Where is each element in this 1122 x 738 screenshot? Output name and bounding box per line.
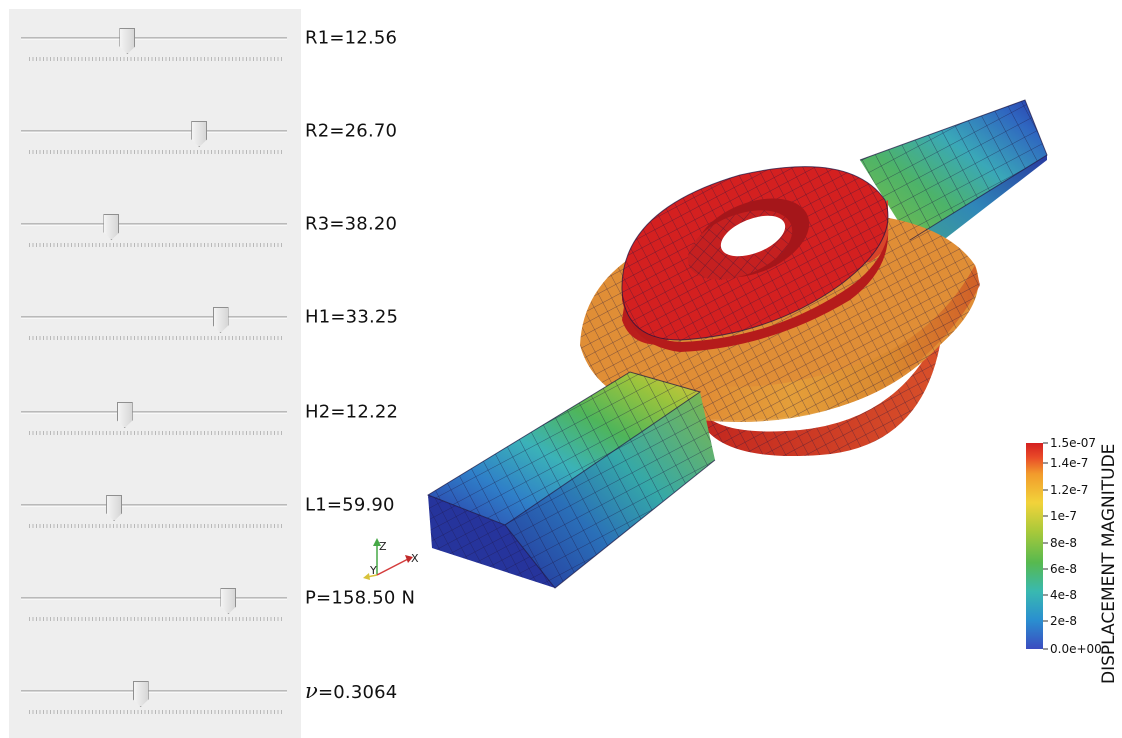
y-arrow-icon [363,573,370,580]
nu-value: =0.3064 [317,682,398,703]
slider-track[interactable] [21,597,287,600]
slider-label-h1: H1=33.25 [305,306,399,328]
bottom-ring [700,330,940,456]
slider-ticks [29,431,283,435]
slider-thumb[interactable] [119,28,136,54]
slider-thumb[interactable] [212,307,229,333]
orientation-axes: Z X Y [363,538,419,580]
slider-track[interactable] [21,411,287,414]
slider-ticks [29,524,283,528]
slider-l1[interactable]: L1=59.90 [0,479,420,528]
colorbar-title: DISPLACEMENT MAGNITUDE [1099,443,1119,684]
slider-label-r3: R3=38.20 [305,213,398,235]
slider-label-nu: ν=0.3064 [305,679,397,703]
x-axis [376,557,411,576]
colorbar-tick-label: 4e-8 [1050,588,1077,602]
colorbar-tick-label: 1.5e-07 [1050,436,1097,450]
slider-label-h2: H2=12.22 [305,401,399,423]
slider-r1[interactable]: R1=12.56 [0,12,420,61]
colorbar-gradient [1026,443,1043,649]
slider-ticks [29,57,283,61]
colorbar-tick-label: 1.4e-7 [1050,456,1089,470]
slider-r2[interactable]: R2=26.70 [0,105,420,154]
slider-thumb[interactable] [132,681,149,707]
slider-thumb[interactable] [191,121,208,147]
slider-thumb[interactable] [116,402,133,428]
colorbar-tick-label: 6e-8 [1050,562,1077,576]
slider-r3[interactable]: R3=38.20 [0,198,420,247]
colorbar-tick-label: 0.0e+00 [1050,642,1102,656]
nu-symbol: ν [305,679,318,703]
x-axis-label: X [411,552,419,565]
slider-thumb[interactable] [103,214,120,240]
slider-ticks [29,336,283,340]
slider-track[interactable] [21,316,287,319]
x-arrow-icon [405,555,413,563]
slider-label-r2: R2=26.70 [305,120,398,142]
mesh-outlines [426,99,1048,589]
z-axis-label: Z [379,540,387,553]
slider-track[interactable] [21,690,287,693]
slider-track[interactable] [21,504,287,507]
slider-h1[interactable]: H1=33.25 [0,291,420,340]
left-arm [428,372,715,588]
slider-h2[interactable]: H2=12.22 [0,386,420,435]
colorbar-tick-label: 2e-8 [1050,614,1077,628]
slider-track[interactable] [21,130,287,133]
slider-label-l1: L1=59.90 [305,494,395,516]
slider-ticks [29,150,283,154]
colorbar [1026,442,1048,650]
slider-ticks [29,617,283,621]
slider-track[interactable] [21,37,287,40]
slider-thumb[interactable] [220,588,237,614]
right-arm [860,100,1047,262]
colorbar-tick-label: 1.2e-7 [1050,483,1089,497]
colorbar-tick-label: 8e-8 [1050,536,1077,550]
slider-p[interactable]: P=158.50 N [0,572,420,621]
colorbar-tick-label: 1e-7 [1050,509,1077,523]
slider-track[interactable] [21,223,287,226]
slider-ticks [29,710,283,714]
y-axis-label: Y [369,564,377,577]
slider-thumb[interactable] [106,495,123,521]
slider-nu[interactable]: ν=0.3064 [0,665,420,714]
slider-label-p: P=158.50 N [305,587,416,609]
slider-label-r1: R1=12.56 [305,27,398,49]
z-arrow-icon [373,538,381,546]
slider-ticks [29,243,283,247]
colorbar-ticks [1043,442,1048,650]
